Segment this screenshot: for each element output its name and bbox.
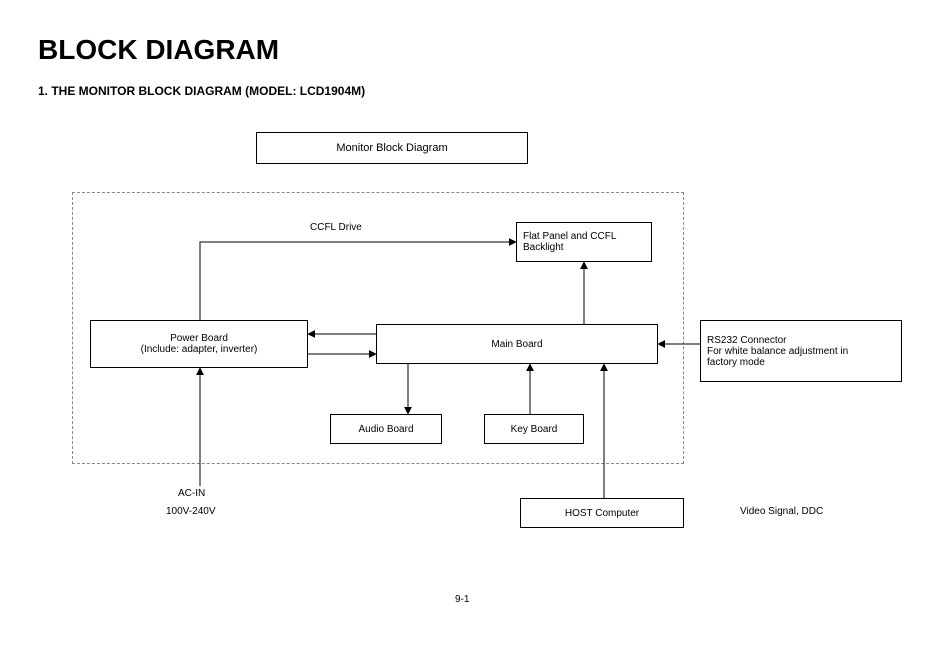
ac-in-label-2: 100V-240V bbox=[166, 506, 216, 517]
page: BLOCK DIAGRAM 1. THE MONITOR BLOCK DIAGR… bbox=[0, 0, 950, 672]
box-label-line: For white balance adjustment in bbox=[707, 346, 848, 357]
box-label-line: RS232 Connector bbox=[707, 335, 787, 346]
main-board-box: Main Board bbox=[376, 324, 658, 364]
key-board-box: Key Board bbox=[484, 414, 584, 444]
box-label-line: Key Board bbox=[511, 424, 558, 435]
box-label-line: Main Board bbox=[491, 339, 542, 350]
section-heading: 1. THE MONITOR BLOCK DIAGRAM (MODEL: LCD… bbox=[38, 84, 365, 98]
page-number: 9-1 bbox=[455, 594, 469, 605]
ac-in-label-1: AC-IN bbox=[178, 488, 205, 499]
box-label-line: Backlight bbox=[523, 242, 564, 253]
box-label-line: (Include: adapter, inverter) bbox=[141, 344, 258, 355]
rs232-box: RS232 ConnectorFor white balance adjustm… bbox=[700, 320, 902, 382]
box-label-line: Flat Panel and CCFL bbox=[523, 231, 616, 242]
video-signal-label: Video Signal, DDC bbox=[740, 506, 823, 517]
host-computer-box: HOST Computer bbox=[520, 498, 684, 528]
audio-board-box: Audio Board bbox=[330, 414, 442, 444]
flat-panel-box: Flat Panel and CCFLBacklight bbox=[516, 222, 652, 262]
ccfl-drive-label: CCFL Drive bbox=[310, 222, 362, 233]
box-label-line: HOST Computer bbox=[565, 508, 639, 519]
box-label-line: factory mode bbox=[707, 357, 765, 368]
power-board-box: Power Board(Include: adapter, inverter) bbox=[90, 320, 308, 368]
page-title: BLOCK DIAGRAM bbox=[38, 34, 279, 66]
box-label-line: Audio Board bbox=[358, 424, 413, 435]
title-box: Monitor Block Diagram bbox=[256, 132, 528, 164]
box-label-line: Monitor Block Diagram bbox=[336, 142, 447, 154]
box-label-line: Power Board bbox=[170, 333, 228, 344]
